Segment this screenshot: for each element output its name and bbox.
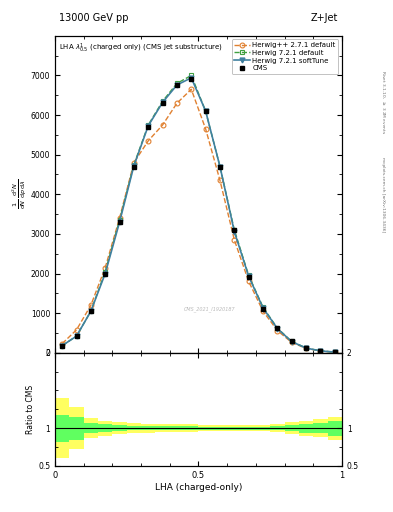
Herwig 7.2.1 default (132, 161, 136, 167)
Herwig 7.2.1 softTune (160, 99, 165, 105)
Herwig 7.2.1 default (203, 108, 208, 114)
Herwig++ 2.7.1 default (261, 308, 265, 314)
Herwig++ 2.7.1 default (117, 215, 122, 221)
Herwig++ 2.7.1 default (275, 328, 280, 334)
X-axis label: LHA (charged-only): LHA (charged-only) (155, 482, 242, 492)
Herwig++ 2.7.1 default (88, 302, 93, 308)
Herwig++ 2.7.1 default (103, 265, 108, 271)
Herwig 7.2.1 softTune (203, 108, 208, 114)
Herwig 7.2.1 default (275, 325, 280, 331)
Herwig 7.2.1 default (232, 227, 237, 233)
Herwig++ 2.7.1 default (203, 126, 208, 132)
Herwig 7.2.1 softTune (103, 270, 108, 276)
Herwig++ 2.7.1 default (189, 86, 194, 92)
Herwig 7.2.1 softTune (289, 338, 294, 345)
Herwig 7.2.1 softTune (332, 349, 337, 355)
Herwig 7.2.1 default (189, 72, 194, 78)
Herwig 7.2.1 softTune (60, 343, 64, 349)
Herwig 7.2.1 default (103, 268, 108, 274)
Herwig 7.2.1 softTune (246, 273, 251, 280)
Line: Herwig++ 2.7.1 default: Herwig++ 2.7.1 default (60, 87, 337, 355)
Herwig++ 2.7.1 default (232, 237, 237, 243)
Herwig 7.2.1 default (332, 349, 337, 355)
Text: Rivet 3.1.10, $\geq$ 3.2M events: Rivet 3.1.10, $\geq$ 3.2M events (380, 70, 387, 135)
Herwig++ 2.7.1 default (246, 279, 251, 285)
Legend: Herwig++ 2.7.1 default, Herwig 7.2.1 default, Herwig 7.2.1 softTune, CMS: Herwig++ 2.7.1 default, Herwig 7.2.1 def… (231, 39, 338, 74)
Herwig 7.2.1 default (117, 217, 122, 223)
Herwig 7.2.1 softTune (74, 333, 79, 339)
Herwig 7.2.1 default (304, 345, 309, 351)
Herwig 7.2.1 default (246, 272, 251, 279)
Y-axis label: $\frac{1}{\mathrm{d}N}\,\frac{\mathrm{d}^2N}{\mathrm{d}p\,\mathrm{d}\lambda}$: $\frac{1}{\mathrm{d}N}\,\frac{\mathrm{d}… (11, 179, 29, 209)
Herwig++ 2.7.1 default (146, 138, 151, 144)
Herwig 7.2.1 softTune (88, 308, 93, 314)
Text: 13000 GeV pp: 13000 GeV pp (59, 13, 129, 23)
Herwig 7.2.1 softTune (146, 123, 151, 129)
Herwig 7.2.1 softTune (304, 345, 309, 351)
Line: Herwig 7.2.1 default: Herwig 7.2.1 default (60, 73, 337, 354)
Text: CMS_2021_I1920187: CMS_2021_I1920187 (184, 306, 236, 311)
Herwig 7.2.1 default (318, 348, 323, 354)
Herwig 7.2.1 default (74, 333, 79, 339)
Herwig++ 2.7.1 default (132, 160, 136, 166)
Herwig++ 2.7.1 default (60, 340, 64, 347)
Y-axis label: Ratio to CMS: Ratio to CMS (26, 385, 35, 434)
Herwig 7.2.1 softTune (275, 326, 280, 332)
Text: mcplots.cern.ch [arXiv:1306.3436]: mcplots.cern.ch [arXiv:1306.3436] (381, 157, 385, 232)
Herwig++ 2.7.1 default (218, 177, 222, 183)
Herwig++ 2.7.1 default (74, 327, 79, 333)
Herwig 7.2.1 default (174, 80, 179, 87)
Herwig 7.2.1 softTune (232, 228, 237, 234)
Herwig 7.2.1 default (88, 308, 93, 314)
Herwig++ 2.7.1 default (174, 100, 179, 106)
Herwig 7.2.1 default (218, 163, 222, 169)
Herwig 7.2.1 softTune (117, 219, 122, 225)
Herwig 7.2.1 softTune (174, 82, 179, 88)
Herwig 7.2.1 softTune (318, 348, 323, 354)
Text: Z+Jet: Z+Jet (310, 13, 338, 23)
Text: LHA $\lambda^{1}_{0.5}$ (charged only) (CMS jet substructure): LHA $\lambda^{1}_{0.5}$ (charged only) (… (59, 42, 223, 55)
Herwig++ 2.7.1 default (304, 345, 309, 351)
Herwig 7.2.1 default (60, 343, 64, 349)
Herwig 7.2.1 default (289, 338, 294, 345)
Herwig++ 2.7.1 default (289, 339, 294, 346)
Herwig++ 2.7.1 default (160, 122, 165, 128)
Line: Herwig 7.2.1 softTune: Herwig 7.2.1 softTune (60, 75, 337, 354)
Herwig 7.2.1 softTune (261, 305, 265, 311)
Herwig 7.2.1 softTune (189, 75, 194, 81)
Herwig++ 2.7.1 default (332, 349, 337, 355)
Herwig++ 2.7.1 default (318, 348, 323, 354)
Herwig 7.2.1 softTune (132, 163, 136, 169)
Herwig 7.2.1 default (160, 98, 165, 104)
Herwig 7.2.1 softTune (218, 163, 222, 169)
Herwig 7.2.1 default (261, 304, 265, 310)
Herwig 7.2.1 default (146, 122, 151, 128)
